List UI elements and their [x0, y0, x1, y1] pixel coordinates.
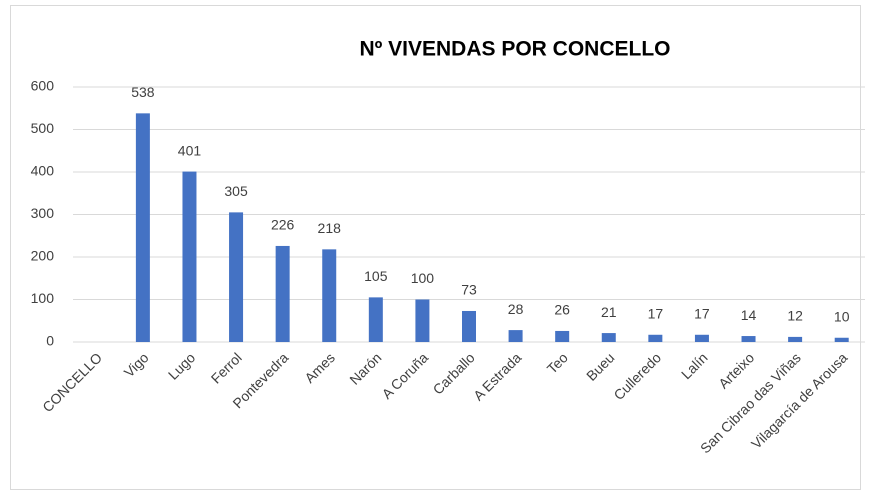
chart-title: Nº VIVENDAS POR CONCELLO [359, 38, 670, 61]
data-label: 401 [178, 142, 202, 158]
y-tick-label: 400 [31, 163, 55, 179]
y-tick-label: 0 [46, 333, 54, 349]
y-tick-label: 600 [31, 78, 55, 94]
chart-border [10, 5, 861, 490]
data-label: 100 [411, 270, 435, 286]
data-label: 218 [318, 220, 342, 236]
data-label: 10 [834, 308, 850, 324]
bar [694, 334, 709, 342]
data-label: 26 [554, 302, 570, 318]
bar [462, 310, 476, 342]
bar [834, 337, 849, 342]
data-label: 28 [508, 301, 524, 317]
bar [741, 336, 756, 342]
y-tick-label: 300 [31, 205, 55, 221]
bar [648, 334, 663, 342]
bar [182, 171, 197, 342]
data-label: 226 [271, 217, 295, 233]
data-label: 73 [461, 282, 477, 298]
bar [788, 336, 803, 342]
data-label: 17 [694, 305, 710, 321]
bar [368, 297, 383, 342]
data-label: 538 [131, 84, 155, 100]
bar [415, 299, 430, 342]
bar [322, 249, 337, 342]
data-label: 21 [601, 304, 617, 320]
bar [508, 330, 523, 342]
data-label: 305 [224, 183, 248, 199]
data-label: 12 [787, 308, 803, 324]
y-tick-label: 500 [31, 120, 55, 136]
data-label: 105 [364, 268, 388, 284]
data-label: 17 [648, 305, 664, 321]
y-tick-label: 200 [31, 248, 55, 264]
bar [555, 330, 570, 342]
data-label: 14 [741, 307, 757, 323]
bar [275, 245, 290, 342]
bar [229, 212, 244, 342]
bar [601, 333, 616, 342]
bar [135, 113, 150, 342]
y-tick-label: 100 [31, 290, 55, 306]
